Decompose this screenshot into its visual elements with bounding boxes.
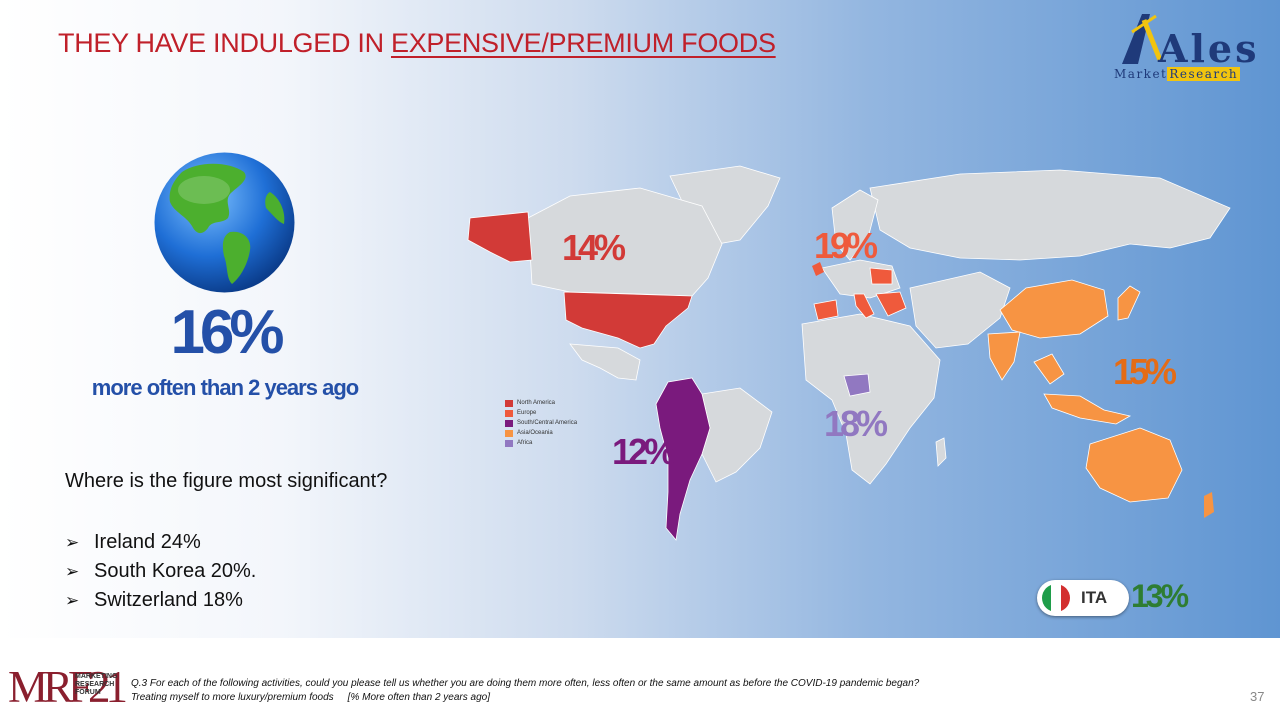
region-value-asia-oceania: 15% [1113, 351, 1177, 392]
map-middle-east [909, 271, 1011, 349]
map-asia-india [987, 331, 1021, 381]
legend-item: North America [505, 398, 577, 408]
map-africa-nigeria [843, 373, 871, 397]
map-europe-balkans [875, 291, 907, 317]
map-asia-china [999, 279, 1109, 339]
map-asia-japan-korea [1117, 285, 1141, 321]
footnote-question: Q.3 For each of the following activities… [131, 678, 920, 689]
legend-item: South/Central America [505, 418, 577, 428]
slide-title: THEY HAVE INDULGED IN EXPENSIVE/PREMIUM … [58, 28, 776, 59]
map-europe-poland [869, 267, 893, 285]
footnote: Q.3 For each of the following activities… [131, 677, 919, 705]
title-emphasis: EXPENSIVE/PREMIUM FOODS [390, 28, 776, 58]
arrow-bullet-icon: ➢ [65, 562, 80, 581]
ales-logo-mark [1122, 14, 1163, 64]
italy-flag-icon [1042, 584, 1070, 612]
logo-word: Ales [1158, 26, 1260, 71]
slide-background: THEY HAVE INDULGED IN EXPENSIVE/PREMIUM … [0, 0, 1280, 638]
headline-caption: more often than 2 years ago [91, 375, 359, 400]
footnote-item: Treating myself to more luxury/premium f… [131, 692, 490, 703]
italy-value: 13% [1131, 578, 1189, 614]
list-item: ➢ Ireland 24% [65, 528, 256, 557]
map-asia-indonesia [1043, 393, 1132, 425]
map-legend: North America Europe South/Central Ameri… [505, 398, 577, 448]
map-russia [869, 169, 1231, 261]
country-code: ITA [1081, 588, 1108, 607]
region-value-north-america: 14% [562, 227, 626, 268]
mrf-logo-subtitle: MARKETING RESEARCH FORUM [75, 673, 118, 696]
map-south-central-america [655, 377, 711, 541]
globe-icon [154, 152, 295, 293]
arrow-bullet-icon: ➢ [65, 533, 80, 552]
legend-item: Asia/Oceania [505, 428, 577, 438]
list-item: ➢ South Korea 20%. [65, 557, 256, 586]
region-value-europe: 19% [814, 225, 878, 266]
list-item: ➢ Switzerland 18% [65, 586, 256, 615]
legend-item: Africa [505, 438, 577, 448]
region-value-south-central-america: 12% [612, 431, 676, 472]
map-mexico [569, 343, 641, 381]
logo-subtitle: Market Research [1114, 67, 1241, 81]
arrow-bullet-icon: ➢ [65, 591, 80, 610]
question-text: Where is the figure most significant? [65, 470, 388, 492]
region-value-africa: 18% [824, 403, 888, 444]
map-oceania-nz [1204, 492, 1214, 518]
map-oceania-australia [1085, 427, 1183, 503]
world-map [467, 165, 1231, 541]
map-brazil [701, 387, 773, 483]
legend-item: Europe [505, 408, 577, 418]
page-number: 37 [1250, 689, 1265, 704]
map-usa [563, 291, 693, 349]
map-scandinavia [831, 189, 879, 261]
map-canada [527, 187, 723, 297]
italy-badge: ITA [1037, 580, 1129, 616]
map-europe-ireland [812, 262, 824, 276]
map-europe-italy [853, 293, 875, 319]
map-europe-iberia [813, 299, 839, 321]
headline-percentage: 16% [170, 298, 284, 367]
map-asia-southeast [1033, 353, 1065, 385]
mrf-logo: MRF21 [8, 662, 128, 712]
title-prefix: THEY HAVE INDULGED IN [58, 28, 384, 58]
highlight-list: ➢ Ireland 24% ➢ South Korea 20%. ➢ Switzerl… [65, 528, 256, 615]
map-madagascar [935, 437, 947, 467]
map-africa [801, 313, 941, 485]
map-alaska [467, 211, 533, 263]
